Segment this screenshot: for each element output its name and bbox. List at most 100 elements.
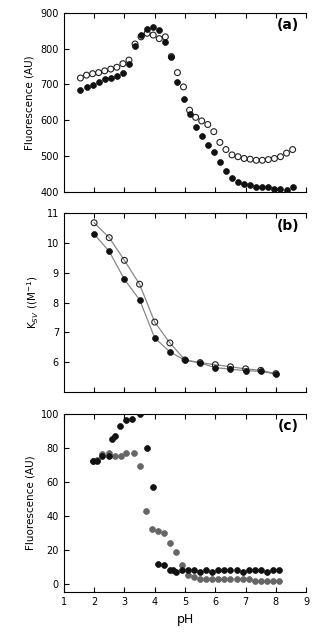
Point <box>264 567 269 577</box>
Point <box>186 565 191 576</box>
Point <box>151 22 156 32</box>
Point <box>170 565 175 576</box>
Point <box>175 77 180 87</box>
Point <box>222 565 227 576</box>
Point <box>182 355 188 365</box>
Point <box>137 461 142 471</box>
Point <box>151 30 156 40</box>
Point <box>123 448 129 458</box>
Point <box>266 155 271 165</box>
Point <box>174 547 179 557</box>
Point <box>204 574 209 584</box>
Point <box>169 52 174 62</box>
Point <box>132 39 137 49</box>
Point <box>99 450 104 460</box>
Point <box>102 74 107 84</box>
Point <box>273 369 278 379</box>
Point <box>175 68 180 78</box>
Point <box>143 506 148 516</box>
Point <box>264 575 269 585</box>
Point <box>205 139 210 149</box>
Point <box>96 68 101 78</box>
Point <box>290 144 295 155</box>
Point <box>155 558 160 569</box>
Point <box>248 180 253 191</box>
Point <box>110 434 115 444</box>
Point <box>132 41 137 51</box>
Point <box>161 527 167 538</box>
Point <box>131 448 136 458</box>
Point <box>155 526 160 536</box>
Point <box>90 68 95 79</box>
Point <box>181 94 186 104</box>
Point <box>149 524 154 535</box>
Point <box>114 71 119 81</box>
Point <box>179 565 184 576</box>
Point <box>273 368 278 379</box>
Point <box>187 105 192 115</box>
Point <box>241 153 247 164</box>
Point <box>198 357 203 368</box>
Point <box>151 482 156 492</box>
Point <box>113 431 118 441</box>
Point <box>234 574 239 584</box>
Point <box>84 82 89 92</box>
Point <box>163 32 168 42</box>
Point <box>167 346 172 357</box>
Point <box>211 126 216 137</box>
Point <box>102 66 107 76</box>
Point <box>260 155 265 166</box>
Point <box>258 365 263 375</box>
Point <box>161 560 167 571</box>
Point <box>229 173 234 184</box>
Point <box>117 421 122 431</box>
Point <box>99 451 104 461</box>
Point <box>157 25 162 35</box>
Point <box>228 574 233 584</box>
Point <box>179 560 184 571</box>
Point <box>235 176 241 187</box>
Point <box>182 355 188 365</box>
Point <box>119 451 124 461</box>
Point <box>193 112 198 122</box>
Point <box>246 565 251 576</box>
Point <box>266 182 271 193</box>
Point <box>260 182 265 193</box>
Point <box>205 119 210 129</box>
Point <box>92 229 97 240</box>
Point <box>258 575 263 585</box>
Point <box>240 574 245 584</box>
Point <box>90 456 95 466</box>
Point <box>145 23 150 33</box>
Point <box>217 137 222 147</box>
Point <box>123 415 129 426</box>
Point <box>113 451 118 461</box>
Point <box>199 131 204 141</box>
Point <box>107 232 112 243</box>
Point <box>228 364 233 374</box>
Point <box>137 294 142 305</box>
Point <box>92 218 97 228</box>
Point <box>198 358 203 368</box>
Point <box>252 565 257 576</box>
Point <box>228 362 233 372</box>
Point <box>94 456 100 466</box>
Point <box>270 565 275 576</box>
Point <box>217 157 222 167</box>
Point <box>234 565 239 576</box>
Point <box>120 68 125 78</box>
Point <box>187 109 192 119</box>
Point <box>137 408 142 419</box>
Point <box>163 37 168 48</box>
Point <box>211 147 216 157</box>
Point <box>258 565 263 576</box>
Point <box>174 567 179 577</box>
Point <box>138 32 144 42</box>
Point <box>167 538 172 548</box>
Point <box>107 451 112 461</box>
Point <box>198 567 203 577</box>
Point <box>248 154 253 164</box>
Point <box>181 82 186 92</box>
Point <box>108 73 113 83</box>
Point <box>228 565 233 576</box>
